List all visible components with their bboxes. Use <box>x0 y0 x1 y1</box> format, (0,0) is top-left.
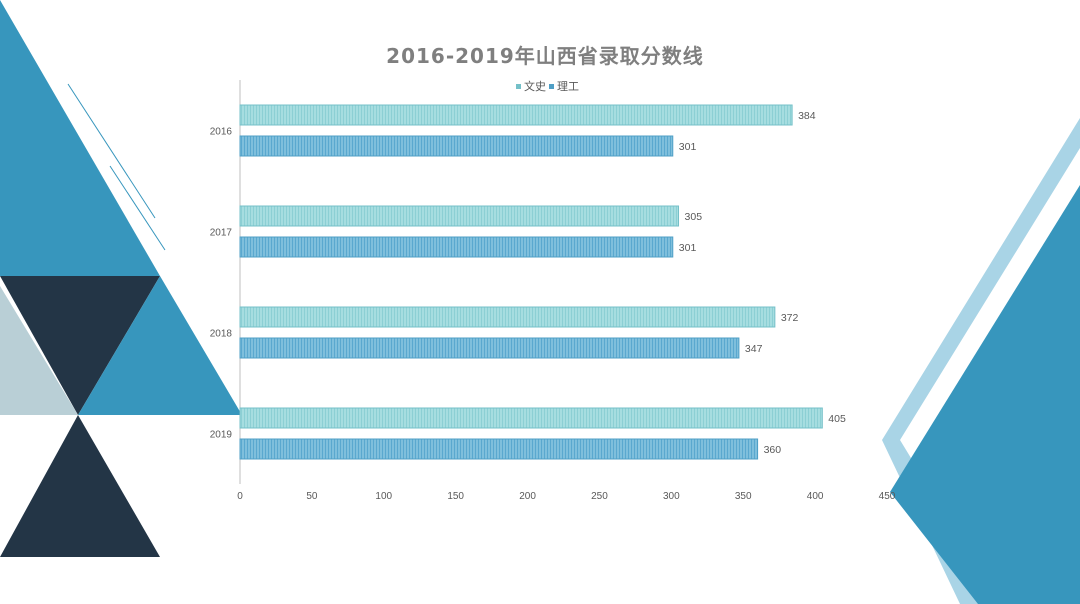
x-tick-300: 300 <box>663 491 680 502</box>
deco-light-blue-chevron <box>882 118 1080 604</box>
bar-2017-ligong <box>239 236 674 258</box>
x-tick-250: 250 <box>591 491 608 502</box>
bar-2016-wenshi <box>239 104 793 126</box>
value-labels-group: 384 301 305 301 372 347 405 360 <box>679 110 846 456</box>
legend-swatch-wenshi <box>516 84 521 89</box>
bar-2018-wenshi <box>239 306 776 328</box>
x-tick-0: 0 <box>237 491 243 502</box>
deco-teal-right-shape <box>890 185 1080 604</box>
bar-2019-wenshi <box>239 407 823 429</box>
category-label-2017: 2017 <box>210 228 233 239</box>
x-tick-350: 350 <box>735 491 752 502</box>
value-label-2016-wenshi: 384 <box>798 110 816 122</box>
deco-teal-small-triangle <box>78 276 242 415</box>
x-tick-50: 50 <box>306 491 318 502</box>
chart-title: 2016-2019年山西省录取分数线 <box>386 44 704 68</box>
x-tick-400: 400 <box>807 491 824 502</box>
x-tick-200: 200 <box>519 491 536 502</box>
deco-line-short <box>109 165 166 251</box>
deco-navy-bottom-triangle <box>0 415 160 557</box>
legend-label-ligong: 理工 <box>557 80 579 93</box>
x-tick-450: 450 <box>879 491 896 502</box>
deco-gray-triangle <box>0 286 78 415</box>
bar-2016-ligong <box>239 135 674 157</box>
x-tick-100: 100 <box>375 491 392 502</box>
category-label-2018: 2018 <box>210 329 233 340</box>
x-tick-labels-group: 0 50 100 150 200 250 300 350 400 450 <box>237 491 896 502</box>
category-labels-group: 2016 2017 2018 2019 <box>210 127 233 441</box>
value-label-2019-wenshi: 405 <box>828 413 846 425</box>
value-label-2019-ligong: 360 <box>764 444 782 456</box>
legend: 文史 理工 <box>516 79 579 93</box>
bars-group <box>239 104 823 460</box>
value-label-2017-wenshi: 305 <box>685 211 703 223</box>
value-label-2018-wenshi: 372 <box>781 312 799 324</box>
value-label-2017-ligong: 301 <box>679 242 697 254</box>
category-label-2016: 2016 <box>210 127 233 138</box>
value-label-2018-ligong: 347 <box>745 343 763 355</box>
deco-teal-large-triangle <box>0 0 160 276</box>
deco-navy-top-triangle <box>0 276 160 415</box>
category-label-2019: 2019 <box>210 430 233 441</box>
x-tick-150: 150 <box>447 491 464 502</box>
deco-line-long <box>67 83 156 219</box>
legend-swatch-ligong <box>549 84 554 89</box>
value-label-2016-ligong: 301 <box>679 141 697 153</box>
bar-2018-ligong <box>239 337 740 359</box>
bar-2017-wenshi <box>239 205 680 227</box>
legend-label-wenshi: 文史 <box>524 79 546 93</box>
bar-2019-ligong <box>239 438 759 460</box>
